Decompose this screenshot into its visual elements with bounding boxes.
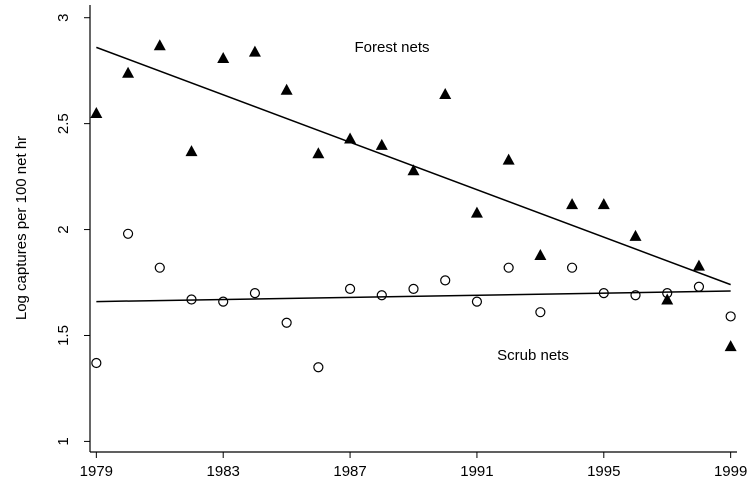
triangle-point <box>375 138 388 150</box>
circle-point <box>218 296 229 307</box>
series-label: Scrub nets <box>497 347 569 364</box>
trend-line <box>96 290 731 303</box>
x-tick-label: 1999 <box>714 463 747 480</box>
triangle-point <box>661 293 674 305</box>
series-label: Forest nets <box>354 39 429 56</box>
triangle-point <box>470 206 483 218</box>
circle-point <box>693 281 705 292</box>
circle-point <box>91 357 102 369</box>
y-tick-label: 1.5 <box>55 325 72 346</box>
triangle-point <box>534 248 547 260</box>
triangle-point <box>312 147 325 159</box>
triangle-point <box>439 87 452 99</box>
circle-point <box>313 362 324 373</box>
circle-point <box>471 296 483 307</box>
triangle-point <box>217 51 230 63</box>
circle-point <box>503 262 514 273</box>
circle-point <box>535 307 546 318</box>
triangle-point <box>407 164 420 176</box>
circle-point <box>662 288 673 299</box>
triangle-point <box>280 83 293 95</box>
y-tick-label: 1 <box>55 437 72 445</box>
y-tick-label: 2.5 <box>55 113 72 134</box>
triangle-point <box>248 45 261 57</box>
x-tick-label: 1991 <box>460 463 493 480</box>
x-tick-label: 1987 <box>333 463 366 480</box>
circle-point <box>408 283 419 294</box>
circle-point <box>249 288 261 299</box>
circle-point <box>344 283 356 294</box>
triangle-point <box>185 145 198 157</box>
circle-point <box>566 262 578 273</box>
x-tick-label: 1995 <box>587 463 620 480</box>
circle-point <box>440 275 451 286</box>
triangle-point <box>597 198 610 210</box>
triangle-point <box>502 153 515 165</box>
circle-point <box>598 288 609 299</box>
circle-point <box>281 317 292 328</box>
circle-point <box>376 290 387 301</box>
y-tick-label: 3 <box>55 14 72 22</box>
triangle-point <box>692 259 705 271</box>
y-tick-label: 2 <box>55 225 72 233</box>
triangle-point <box>724 340 737 352</box>
triangle-point <box>629 229 642 241</box>
triangle-point <box>344 132 357 144</box>
circle-point <box>154 262 165 273</box>
circle-point <box>725 311 736 322</box>
y-axis-label: Log captures per 100 net hr <box>13 136 30 320</box>
x-tick-label: 1979 <box>80 463 113 480</box>
triangle-point <box>90 107 103 119</box>
circle-point <box>186 294 197 305</box>
triangle-point <box>566 198 579 210</box>
circle-point <box>122 228 134 239</box>
circle-point <box>630 290 641 301</box>
x-tick-label: 1983 <box>207 463 240 480</box>
triangle-point <box>122 66 135 78</box>
triangle-point <box>153 39 166 51</box>
